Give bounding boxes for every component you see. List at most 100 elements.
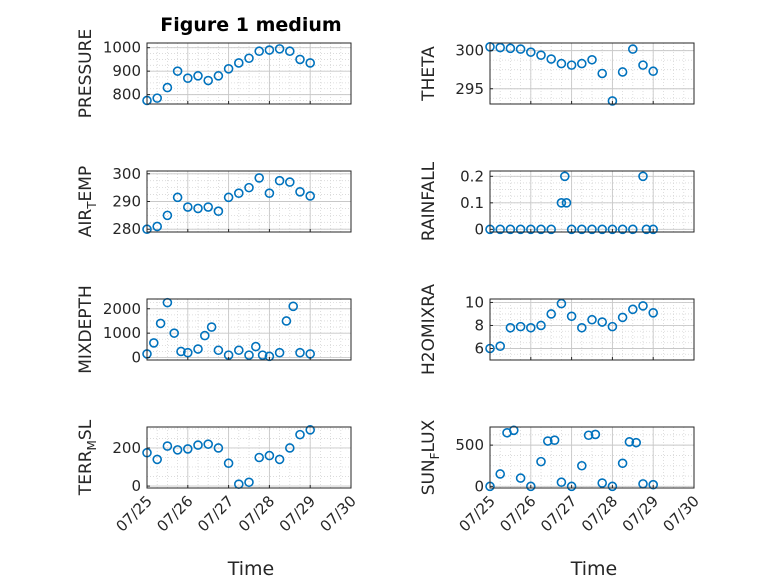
y-tick-label: 6 xyxy=(474,339,484,357)
data-point xyxy=(576,58,587,69)
axes-box xyxy=(489,170,695,233)
data-point xyxy=(284,177,295,187)
data-point xyxy=(556,58,567,69)
data-point xyxy=(536,320,546,331)
data-point xyxy=(495,341,506,351)
subplot-6: 6 8 10 H2OMIXRA xyxy=(419,284,695,375)
y-axis-label: THETA xyxy=(419,46,439,102)
data-point xyxy=(274,175,285,186)
y-tick-label: 500 xyxy=(455,436,484,454)
data-point xyxy=(546,54,557,64)
y-axis-label-tail: LUX xyxy=(419,419,439,452)
data-point xyxy=(525,322,536,333)
data-point xyxy=(152,93,162,103)
y-axis-label-subscript: F xyxy=(428,452,442,459)
data-point xyxy=(546,224,557,235)
data-point xyxy=(641,224,652,235)
y-tick-label: 300 xyxy=(455,42,484,60)
data-point xyxy=(607,96,618,106)
subplot-5: 0 1000 2000 MIXDEPTH xyxy=(76,285,352,374)
data-point xyxy=(495,42,506,53)
data-point xyxy=(254,452,265,463)
y-tick-label: 280 xyxy=(112,220,141,238)
data-point xyxy=(203,202,213,212)
data-point xyxy=(234,345,244,356)
data-point xyxy=(576,460,587,471)
data-point xyxy=(561,198,572,208)
data-point xyxy=(149,338,159,348)
data-point xyxy=(288,301,299,312)
y-tick-label: 0.2 xyxy=(460,167,484,185)
data-point xyxy=(536,224,546,235)
data-point xyxy=(244,53,254,64)
y-tick-label: 800 xyxy=(112,86,141,104)
data-point xyxy=(244,477,254,488)
data-point xyxy=(536,456,546,467)
data-point xyxy=(566,60,577,70)
data-point xyxy=(183,202,193,212)
data-point xyxy=(155,318,166,329)
y-axis-label: TERRMSL xyxy=(76,419,99,496)
x-axis-label: Time xyxy=(570,558,618,580)
data-point xyxy=(515,321,526,332)
data-point xyxy=(223,458,234,469)
y-tick-label: 1000 xyxy=(103,324,141,342)
data-point xyxy=(617,312,628,323)
data-point xyxy=(648,66,659,77)
data-point xyxy=(607,224,618,235)
y-axis-label: RAINFALL xyxy=(419,161,439,241)
axes-box xyxy=(146,42,352,105)
data-point xyxy=(152,454,162,465)
subplot-1: 800 900 1000 PRESSURE xyxy=(76,29,352,118)
data-point xyxy=(559,171,570,182)
data-point xyxy=(566,481,577,492)
data-point xyxy=(638,301,648,311)
y-axis-label-main: MIXDEPTH xyxy=(76,285,96,374)
data-point xyxy=(162,82,173,93)
y-tick-label: 1000 xyxy=(103,39,141,57)
data-point xyxy=(505,322,516,333)
data-point xyxy=(305,191,316,201)
data-point xyxy=(590,429,601,440)
data-point xyxy=(525,224,536,235)
data-point xyxy=(162,210,173,221)
y-axis-label-main: TERR xyxy=(76,450,96,496)
data-point xyxy=(576,322,587,333)
data-point xyxy=(264,188,275,198)
data-point xyxy=(284,443,295,453)
subplot-2: 295 300 THETA xyxy=(419,42,695,106)
data-point xyxy=(183,73,193,83)
data-point xyxy=(556,477,567,488)
data-point xyxy=(515,224,526,235)
data-point xyxy=(648,479,659,490)
data-point xyxy=(213,443,224,453)
data-point xyxy=(244,182,254,193)
data-point xyxy=(617,224,628,235)
data-point xyxy=(223,64,234,74)
data-point xyxy=(638,60,648,70)
axes-box xyxy=(146,298,352,361)
data-point xyxy=(257,350,268,360)
data-point xyxy=(284,46,295,57)
data-point xyxy=(274,347,285,358)
data-point xyxy=(587,54,597,65)
data-point xyxy=(556,298,567,309)
data-point xyxy=(566,311,577,322)
subplot-4: 0 0.1 0.2 RAINFALL xyxy=(419,161,695,241)
data-point xyxy=(183,444,193,454)
axes-box xyxy=(489,42,695,105)
axes-box xyxy=(489,426,695,489)
data-point xyxy=(627,304,638,315)
data-point xyxy=(254,46,265,57)
y-axis-label-main: H2OMIXRA xyxy=(419,284,439,375)
data-point xyxy=(244,350,254,360)
data-point xyxy=(515,473,526,483)
data-point xyxy=(631,437,642,448)
data-point xyxy=(549,435,560,445)
data-point xyxy=(223,192,234,203)
data-point xyxy=(172,445,183,455)
data-point xyxy=(627,44,638,54)
data-point xyxy=(251,341,261,352)
data-point xyxy=(597,68,608,79)
